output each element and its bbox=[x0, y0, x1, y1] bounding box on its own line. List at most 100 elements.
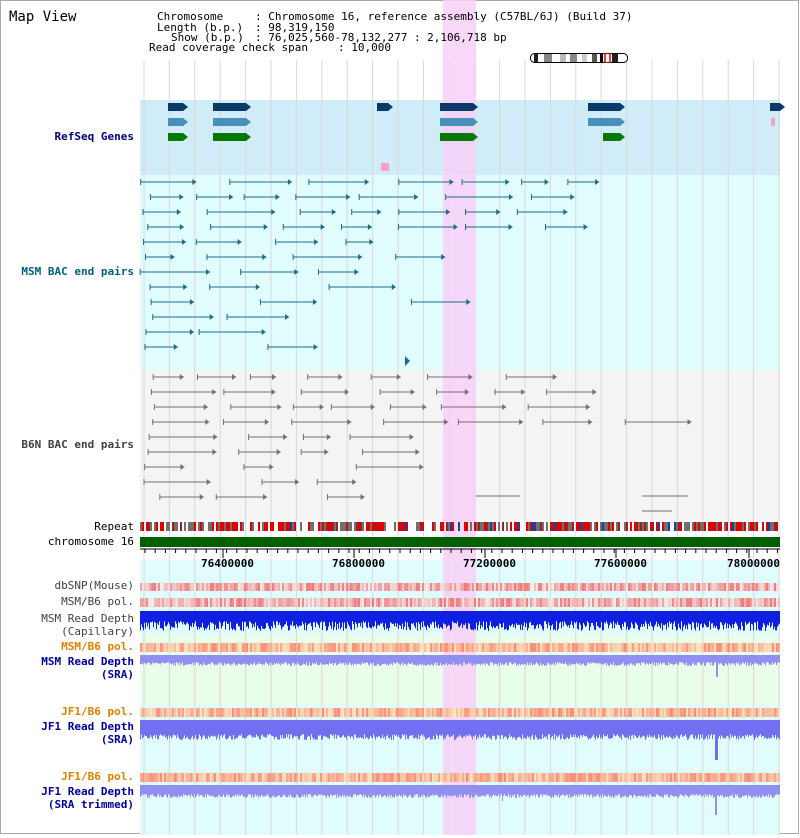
msm-depth-capillary-bar bbox=[464, 611, 465, 626]
dbsnp-heat-cell bbox=[640, 583, 642, 591]
jf1-depth-trimmed-bar bbox=[278, 785, 279, 796]
msm-b6-pol-sra-heat-cell bbox=[238, 643, 240, 652]
repeat-block bbox=[480, 522, 482, 531]
jf1-b6-pol-heat-cell bbox=[300, 708, 302, 717]
jf1-depth-trimmed-bar bbox=[547, 785, 548, 797]
msm-b6-pol-sra-label[interactable]: MSM/B6 pol. bbox=[61, 640, 134, 653]
jf1-depth-sra-bar bbox=[238, 720, 239, 736]
msm-b6-pol-heat-cell bbox=[756, 598, 758, 607]
msm-depth-capillary-bar bbox=[693, 611, 694, 623]
jf1-depth-trimmed-bar bbox=[559, 785, 560, 798]
msm-depth-capillary-bar bbox=[570, 611, 571, 625]
msm-depth-sra-bar bbox=[261, 655, 262, 665]
chromosome-track-label[interactable]: chromosome 16 bbox=[47, 535, 134, 548]
jf1-depth-trimmed-bar bbox=[496, 785, 497, 797]
refseq-track-label[interactable]: RefSeq Genes bbox=[54, 130, 134, 143]
msm-depth-sra-bar bbox=[765, 655, 766, 666]
jf1-depth-sra-bar bbox=[282, 720, 283, 735]
dbsnp-heat-cell bbox=[724, 583, 726, 591]
msm-b6-pol-heat-cell bbox=[768, 598, 770, 607]
jf1-depth-trimmed-bar bbox=[763, 785, 764, 796]
jf1-depth-trimmed-bar bbox=[523, 785, 524, 795]
msm-b6-pol-heat-cell bbox=[438, 598, 440, 607]
b6n-bac-track-label[interactable]: B6N BAC end pairs bbox=[21, 438, 134, 451]
repeat-block bbox=[558, 522, 560, 531]
msm-depth-capillary-bar bbox=[434, 611, 435, 629]
jf1-depth-trimmed-bar bbox=[197, 785, 198, 795]
jf1-depth-sra-bar bbox=[566, 720, 567, 738]
jf1-b6-pol-heat-cell bbox=[264, 708, 266, 717]
dbsnp-heat-cell bbox=[644, 583, 646, 591]
jf1-b6-pol-heat-cell bbox=[246, 708, 248, 717]
jf1-depth-trimmed-label[interactable]: JF1 Read Depth bbox=[41, 785, 134, 798]
dbsnp-track-label[interactable]: dbSNP(Mouse) bbox=[54, 579, 134, 592]
msm-bac-track-label[interactable]: MSM BAC end pairs bbox=[21, 265, 134, 278]
msm-depth-capillary-bar bbox=[620, 611, 621, 629]
jf1-depth-trimmed-bar bbox=[573, 785, 574, 797]
msm-depth-sra-bar bbox=[690, 655, 691, 666]
msm-depth-sra-bar bbox=[288, 655, 289, 664]
jf1-depth-trimmed-bar bbox=[385, 785, 386, 796]
msm-b6-pol-sra-heat-cell bbox=[480, 643, 482, 652]
msm-b6-pol-sra-heat-cell bbox=[370, 643, 372, 652]
msm-b6-pol-sra-heat-cell bbox=[692, 643, 694, 652]
msm-depth-sra-bar bbox=[436, 655, 437, 666]
jf1-b6-pol-label[interactable]: JF1/B6 pol. bbox=[61, 705, 134, 718]
jf1-b6-pol-heat-cell bbox=[260, 708, 262, 717]
msm-depth-capillary-bar bbox=[572, 611, 573, 625]
jf1-depth-sra-bar bbox=[640, 720, 641, 739]
repeat-block bbox=[776, 522, 778, 531]
repeat-block bbox=[220, 522, 222, 531]
msm-depth-sra-bar bbox=[199, 655, 200, 666]
msm-depth-sra-bar bbox=[703, 655, 704, 663]
jf1-b6-pol-heat-cell bbox=[736, 708, 738, 717]
msm-b6-pol-heat-cell bbox=[674, 598, 676, 607]
jf1-b6-pol-2-label[interactable]: JF1/B6 pol. bbox=[61, 770, 134, 783]
jf1-depth-trimmed-bar bbox=[158, 785, 159, 795]
jf1-depth-sra-bar bbox=[662, 720, 663, 740]
jf1-depth-trimmed-bar bbox=[550, 785, 551, 797]
dbsnp-heat-cell bbox=[742, 583, 744, 591]
msm-depth-capillary-bar bbox=[199, 611, 200, 630]
repeat-track-label[interactable]: Repeat bbox=[94, 520, 134, 533]
dbsnp-heat-cell bbox=[538, 583, 540, 591]
msm-depth-sra-bar bbox=[282, 655, 283, 665]
jf1-depth-trimmed-bar bbox=[683, 785, 684, 797]
msm-b6-pol-sra-heat-cell bbox=[730, 643, 732, 652]
msm-depth-capillary-bar bbox=[681, 611, 682, 622]
msm-b6-pol-heat-cell bbox=[252, 598, 254, 607]
msm-depth-sra-bar bbox=[393, 655, 394, 663]
jf1-b6-pol-2-heat-cell bbox=[464, 773, 466, 782]
msm-depth-capillary-label[interactable]: MSM Read Depth bbox=[41, 612, 134, 625]
repeat-block bbox=[588, 522, 590, 531]
refseq-pink-marker bbox=[381, 163, 389, 171]
dbsnp-heat-cell bbox=[398, 583, 400, 591]
jf1-b6-pol-heat-cell bbox=[206, 708, 208, 717]
msm-depth-capillary-bar bbox=[480, 611, 481, 629]
dbsnp-heat-cell bbox=[404, 583, 406, 591]
msm-b6-pol-sra-heat-cell bbox=[676, 643, 678, 652]
msm-b6-pol-track-label[interactable]: MSM/B6 pol. bbox=[61, 595, 134, 608]
msm-bac-pair-arrow-icon bbox=[287, 179, 292, 185]
dbsnp-heat-cell bbox=[328, 583, 330, 591]
msm-depth-capillary-bar bbox=[747, 611, 748, 624]
jf1-b6-pol-2-heat-cell bbox=[658, 773, 660, 782]
dbsnp-heat-cell bbox=[276, 583, 278, 591]
jf1-depth-sra-bar bbox=[723, 720, 724, 739]
msm-depth-capillary-bar bbox=[179, 611, 180, 624]
msm-depth-sra-bar bbox=[394, 655, 395, 664]
msm-b6-pol-heat-cell bbox=[404, 598, 406, 607]
jf1-b6-pol-heat-cell bbox=[286, 708, 288, 717]
jf1-depth-sra-bar bbox=[355, 720, 356, 735]
jf1-depth-sra-bar bbox=[586, 720, 587, 736]
chromosome-ideogram-icon[interactable] bbox=[530, 53, 628, 63]
msm-depth-sra-bar bbox=[327, 655, 328, 665]
jf1-depth-sra-label[interactable]: JF1 Read Depth bbox=[41, 720, 134, 733]
msm-depth-sra-label[interactable]: MSM Read Depth bbox=[41, 655, 134, 668]
jf1-depth-trimmed-bar bbox=[575, 785, 576, 797]
jf1-depth-sra-bar bbox=[308, 720, 309, 736]
jf1-b6-pol-heat-cell bbox=[660, 708, 662, 717]
jf1-depth-sra-bar bbox=[400, 720, 401, 740]
